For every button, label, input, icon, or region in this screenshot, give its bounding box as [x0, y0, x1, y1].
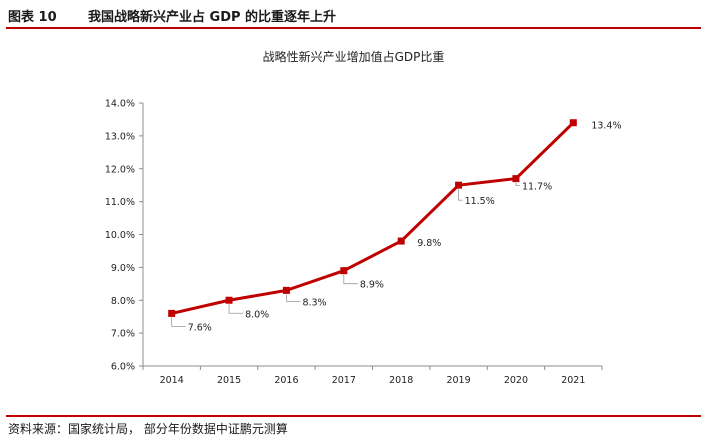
y-tick-label: 10.0%: [105, 230, 135, 241]
data-point: [397, 237, 405, 245]
bottom-rule: [6, 415, 701, 417]
data-label-leader: [171, 317, 186, 327]
y-tick-label: 12.0%: [105, 164, 135, 175]
data-label-leader: [343, 274, 358, 285]
data-label: 11.5%: [465, 196, 495, 207]
x-tick-label: 2019: [446, 375, 470, 386]
y-tick-label: 13.0%: [105, 131, 135, 142]
x-tick-label: 2016: [274, 375, 298, 386]
y-tick-label: 8.0%: [111, 296, 135, 307]
source-note: 资料来源：国家统计局， 部分年份数据中证鹏元测算: [8, 422, 288, 436]
data-point: [340, 267, 348, 275]
data-label: 9.8%: [417, 238, 441, 249]
figure-title: 我国战略新兴产业占 GDP 的比重逐年上升: [88, 10, 337, 25]
y-tick-label: 6.0%: [111, 362, 135, 373]
data-label-leader: [515, 182, 520, 187]
x-tick-label: 2018: [389, 375, 413, 386]
y-tick-label: 9.0%: [111, 263, 135, 274]
x-tick-label: 2014: [160, 375, 184, 386]
data-label: 8.9%: [360, 280, 384, 291]
data-label-leader: [286, 294, 301, 302]
data-point: [225, 296, 233, 304]
data-label: 13.4%: [591, 121, 621, 132]
x-tick-label: 2021: [561, 375, 585, 386]
y-tick-label: 11.0%: [105, 197, 135, 208]
chart-title: 战略性新兴产业增加值占GDP比重: [262, 50, 445, 64]
data-label-leader: [228, 304, 244, 314]
figure-header: 图表 10 我国战略新兴产业占 GDP 的比重逐年上升: [6, 4, 701, 26]
data-point: [512, 175, 520, 183]
x-tick-label: 2015: [217, 375, 241, 386]
data-label: 8.0%: [245, 309, 269, 320]
x-tick-label: 2017: [332, 375, 356, 386]
data-point: [455, 181, 463, 189]
data-point: [168, 309, 176, 317]
figure-label: 图表 10: [8, 10, 57, 25]
top-rule: [6, 27, 701, 29]
data-point: [282, 286, 290, 294]
data-label: 8.3%: [302, 297, 326, 308]
y-tick-label: 7.0%: [111, 329, 135, 340]
data-point: [569, 119, 577, 127]
x-tick-label: 2020: [504, 375, 528, 386]
y-tick-label: 14.0%: [105, 99, 135, 110]
data-label-leader: [458, 189, 463, 201]
series-line: [170, 121, 575, 315]
data-label: 11.7%: [522, 182, 552, 193]
data-label: 7.6%: [188, 322, 212, 333]
